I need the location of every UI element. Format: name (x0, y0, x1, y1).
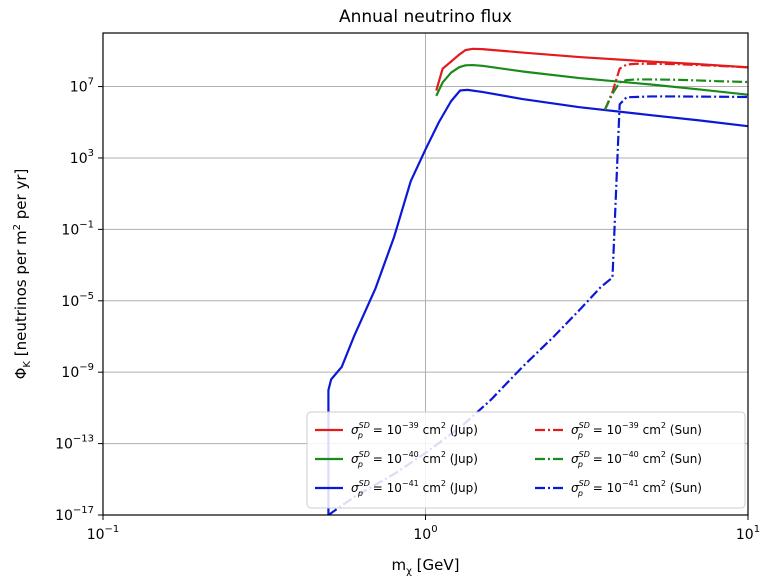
series-line-6 (327, 95, 748, 515)
legend-box (306, 411, 746, 509)
y-axis-ticks: 107 103 10−1 10−5 10−9 10−13 10−17 (55, 77, 103, 524)
series-line-1 (435, 47, 748, 91)
legend-entry-label: σSD p = 10−41 cm2 (Jup) (351, 479, 478, 498)
series-line-4 (603, 62, 748, 111)
series-line-2 (435, 63, 748, 97)
series-line-3 (327, 88, 748, 515)
y-tick-label: 103 (70, 148, 94, 167)
chart-title: Annual neutrino flux (339, 7, 512, 27)
x-tick-label: 10−1 (87, 524, 120, 543)
y-tick-label: 10−9 (61, 362, 94, 381)
x-axis-label: mχ [GeV] (392, 556, 460, 577)
legend: σSD p = 10−39 cm2 (Jup) σSD p = 10−39 cm2 (… (306, 411, 746, 509)
legend-entry-label: σSD p = 10−39 cm2 (Jup) (351, 421, 478, 440)
x-tick-label: 100 (413, 524, 437, 543)
y-axis-label: ΦK [neutrinos per m2 per yr] (12, 169, 33, 380)
legend-entry-label: σSD p = 10−40 cm2 (Sun) (571, 450, 702, 469)
x-axis-ticks: 10−1 100 101 (87, 515, 760, 543)
y-tick-label: 10−5 (61, 291, 94, 310)
y-tick-label: 107 (70, 77, 94, 96)
legend-entry-label: σSD p = 10−40 cm2 (Jup) (351, 450, 478, 469)
legend-entry-label: σSD p = 10−39 cm2 (Sun) (571, 421, 702, 440)
legend-entry-label: σSD p = 10−41 cm2 (Sun) (571, 479, 702, 498)
y-tick-label: 10−13 (55, 434, 94, 453)
series-line-5 (603, 78, 748, 111)
y-tick-label: 10−1 (61, 219, 94, 238)
y-tick-label: 10−17 (55, 505, 94, 524)
series-lines (327, 47, 748, 515)
x-tick-label: 101 (736, 524, 760, 543)
